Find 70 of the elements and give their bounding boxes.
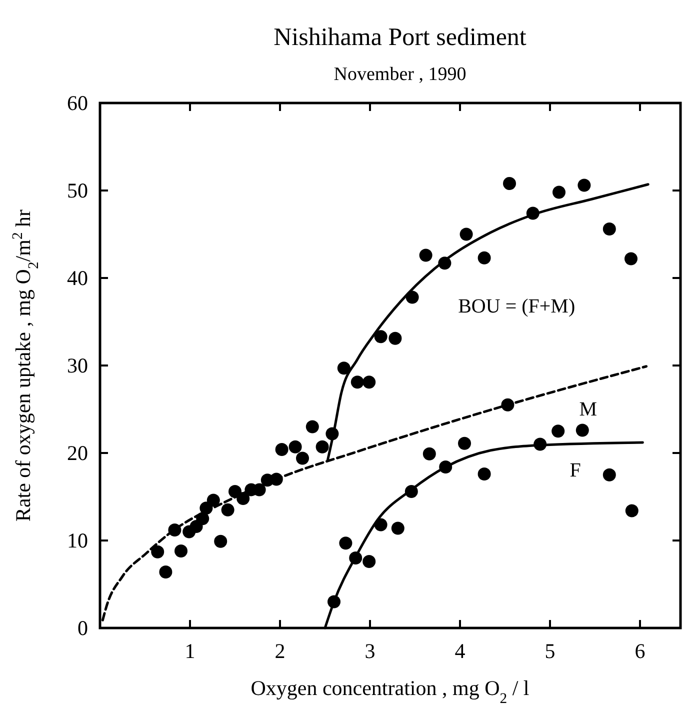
point [388, 332, 402, 345]
point [419, 248, 432, 262]
chart-title: Nishihama Port sediment [274, 24, 526, 51]
point [391, 522, 404, 535]
point [374, 518, 388, 532]
point [159, 566, 172, 578]
point [625, 504, 638, 518]
point [326, 427, 339, 440]
point [552, 424, 565, 438]
series-label: F [570, 460, 581, 482]
x-tick-label: 5 [544, 639, 556, 663]
point [296, 452, 309, 465]
point [526, 206, 540, 220]
point [458, 436, 471, 450]
y-tick-label: 30 [67, 354, 88, 378]
point [422, 447, 436, 460]
point [404, 485, 418, 498]
x-tick-label: 3 [364, 639, 376, 663]
point [362, 555, 376, 568]
point [501, 398, 514, 412]
x-tick-label: 6 [634, 639, 646, 663]
point [339, 536, 352, 550]
y-tick-label: 20 [67, 441, 88, 465]
point [306, 420, 319, 434]
point [460, 228, 473, 241]
point [478, 468, 491, 480]
x-tick-label: 2 [274, 639, 286, 663]
point [236, 492, 250, 505]
point [228, 485, 242, 498]
point [438, 256, 452, 270]
point [602, 222, 616, 236]
point [439, 460, 452, 474]
y-tick-label: 50 [67, 178, 88, 202]
point [624, 252, 638, 266]
point [503, 177, 516, 190]
point [337, 362, 350, 375]
series-label: BOU = (F+M) [458, 295, 576, 318]
x-tick-label: 4 [454, 639, 466, 663]
series-label: M [579, 398, 598, 420]
point [576, 424, 589, 437]
point [174, 544, 188, 558]
point [196, 512, 210, 526]
point [214, 534, 228, 548]
chart-subtitle: November , 1990 [334, 64, 466, 85]
point [349, 552, 362, 564]
y-tick-label: 10 [67, 528, 88, 552]
x-tick-label: 1 [184, 639, 196, 663]
y-tick-label: 40 [67, 266, 88, 290]
point [478, 251, 491, 264]
point [275, 443, 288, 456]
point [534, 438, 547, 451]
point [168, 524, 182, 536]
point [552, 186, 566, 199]
y-tick-label: 60 [67, 91, 88, 115]
point [374, 330, 388, 344]
point [270, 472, 283, 486]
point [578, 178, 591, 192]
point [362, 376, 376, 389]
point [328, 595, 340, 608]
point [200, 502, 213, 515]
x-axis-title: Oxygen concentration , mg O$_{2}$ / l [250, 676, 530, 707]
point [406, 290, 419, 304]
point [602, 468, 616, 482]
point [350, 376, 364, 389]
point [206, 494, 220, 507]
point [316, 440, 329, 454]
y-tick-label: 0 [78, 616, 88, 640]
point [221, 503, 234, 516]
point [288, 440, 302, 454]
point [151, 545, 164, 558]
